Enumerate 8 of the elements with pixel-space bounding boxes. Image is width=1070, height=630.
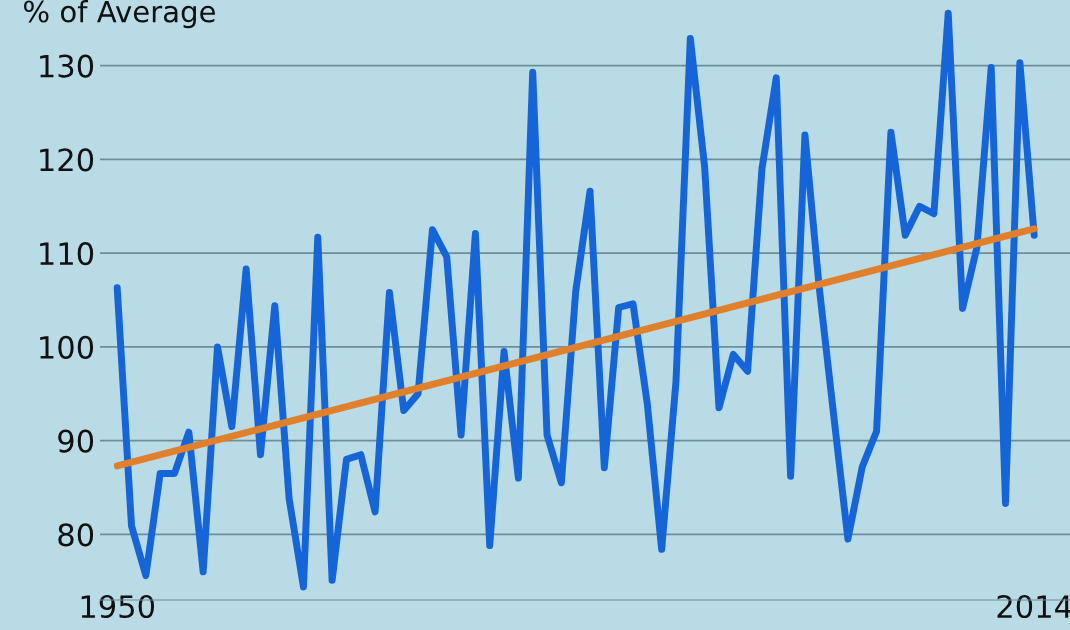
y-tick-label: 100 — [40, 335, 94, 359]
x-tick-label: 1950 — [81, 594, 155, 619]
y-tick-label: 80 — [58, 523, 94, 547]
y-tick-label: 120 — [40, 148, 94, 172]
y-axis-title: % of Average — [24, 0, 215, 29]
y-tick-label: 110 — [40, 242, 94, 266]
y-tick-label: 130 — [40, 54, 94, 78]
y-tick-label: 90 — [58, 429, 94, 453]
